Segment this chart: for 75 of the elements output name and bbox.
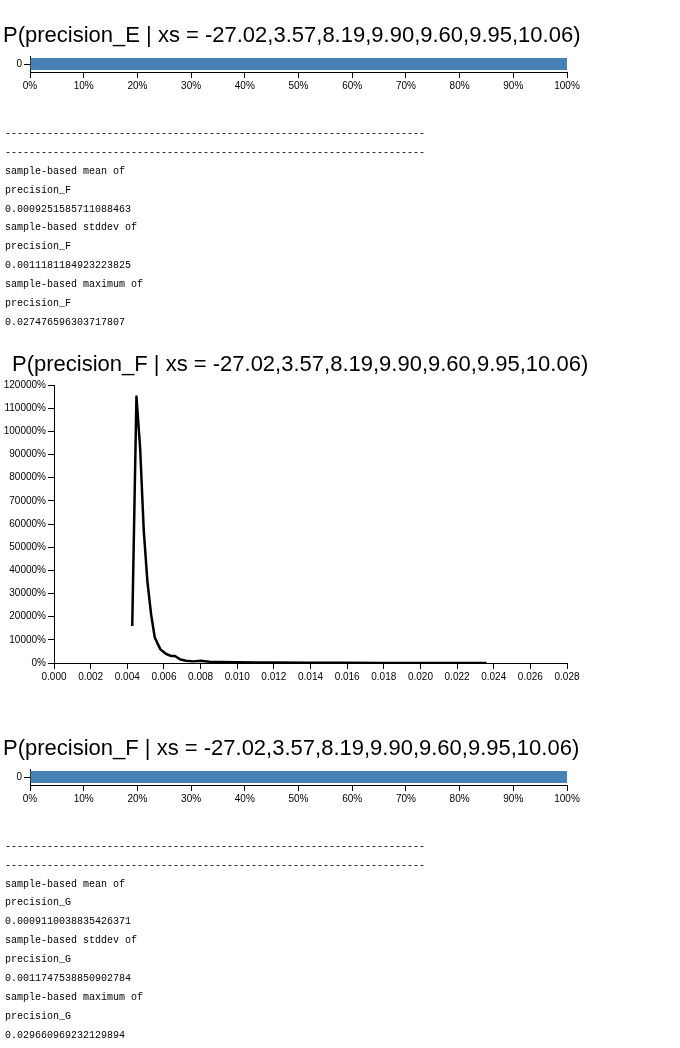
y-tick-label: 60000% <box>9 517 47 529</box>
chart-title: P(precision_F | xs = -27.02,3.57,8.19,9.90,9.60,9.95,10.06) <box>12 350 590 377</box>
x-tick-label: 0.022 <box>444 670 471 682</box>
y-tick-label: 120000% <box>3 378 47 390</box>
y-tick-label: 0 <box>16 770 23 782</box>
text: ---------------------------------------------------------------------- <box>4 858 427 873</box>
x-tick-label: 0.006 <box>151 670 177 682</box>
text: sample-based mean of <box>4 877 127 892</box>
x-tick-label: 70% <box>395 79 417 91</box>
y-tick-label: 20000% <box>9 610 47 622</box>
x-tick-label: 40% <box>234 792 255 804</box>
x-tick-label: 0.012 <box>261 670 287 682</box>
x-tick-label: 90% <box>503 79 524 91</box>
chart-title: P(precision_F | xs = -27.02,3.57,8.19,9.90,9.60,9.95,10.06) <box>3 734 581 761</box>
x-tick-label: 70% <box>395 792 417 804</box>
x-tick-label: 50% <box>288 79 309 91</box>
x-tick-label: 0.008 <box>188 670 214 682</box>
text: sample-based stddev of <box>4 934 139 949</box>
x-tick-label: 0.010 <box>224 670 251 682</box>
text: sample-based stddev of <box>4 221 139 236</box>
y-tick-label: 10000% <box>9 633 47 645</box>
text: ---------------------------------------------------------------------- <box>4 839 427 854</box>
x-tick-label: 0.002 <box>78 670 104 682</box>
text: 0.0009251585711088463 <box>4 202 133 217</box>
x-tick-label: 0.004 <box>114 670 141 682</box>
x-tick-label: 80% <box>449 79 470 91</box>
text: sample-based mean of <box>4 164 127 179</box>
x-tick-label: 20% <box>127 792 148 804</box>
y-tick-label: 110000% <box>4 401 47 413</box>
text: 0.029660969232129894 <box>4 1028 127 1043</box>
x-tick-label: 40% <box>234 79 255 91</box>
y-tick-label: 0 <box>16 57 23 69</box>
x-tick-label: 60% <box>342 792 363 804</box>
x-tick-label: 0.026 <box>517 670 544 682</box>
x-tick-label: 10% <box>73 79 94 91</box>
y-tick-label: 90000% <box>9 448 47 460</box>
y-tick-label: 30000% <box>9 587 47 599</box>
x-tick-label: 60% <box>342 79 363 91</box>
text: precision_G <box>4 953 72 968</box>
x-tick-label: 30% <box>181 792 202 804</box>
y-tick-label: 80000% <box>9 471 47 483</box>
x-tick-label: 50% <box>288 792 309 804</box>
text: precision_F <box>4 240 72 255</box>
x-tick-label: 0.014 <box>297 670 324 682</box>
text: sample-based maximum of <box>4 278 145 293</box>
x-tick-label: 80% <box>449 792 470 804</box>
x-tick-label: 0.018 <box>371 670 397 682</box>
x-tick-label: 10% <box>73 792 94 804</box>
x-tick-label: 100% <box>554 79 580 91</box>
text: 0.0009110038835426371 <box>4 915 133 930</box>
text: 0.0011181184923223825 <box>4 259 133 274</box>
y-tick-label: 40000% <box>9 563 47 575</box>
chart-title: P(precision_E | xs = -27.02,3.57,8.19,9.90,9.60,9.95,10.06) <box>3 22 582 48</box>
y-tick-label: 100000% <box>3 424 47 436</box>
text: ---------------------------------------------------------------------- <box>4 145 427 160</box>
y-tick-label: 70000% <box>9 494 47 506</box>
x-tick-label: 90% <box>503 792 524 804</box>
text: 0.027476596303717807 <box>4 315 127 330</box>
x-tick-label: 100% <box>554 792 580 804</box>
text: precision_F <box>4 183 72 198</box>
text: sample-based maximum of <box>4 990 145 1005</box>
x-tick-label: 0.020 <box>407 670 434 682</box>
x-tick-label: 0.028 <box>554 670 580 682</box>
x-tick-label: 0.024 <box>481 670 507 682</box>
x-tick-label: 0.016 <box>334 670 361 682</box>
y-tick-label: 50000% <box>9 540 47 552</box>
x-tick-label: 30% <box>181 79 202 91</box>
text: 0.0011747538850902784 <box>4 972 133 987</box>
text: precision_G <box>4 896 72 911</box>
text: ---------------------------------------------------------------------- <box>4 127 427 141</box>
x-tick-label: 20% <box>127 79 148 91</box>
text: precision_F <box>4 297 72 311</box>
text: precision_G <box>4 1009 72 1024</box>
x-tick-label: 0.000 <box>41 670 67 682</box>
y-tick-label: 0% <box>31 656 47 668</box>
